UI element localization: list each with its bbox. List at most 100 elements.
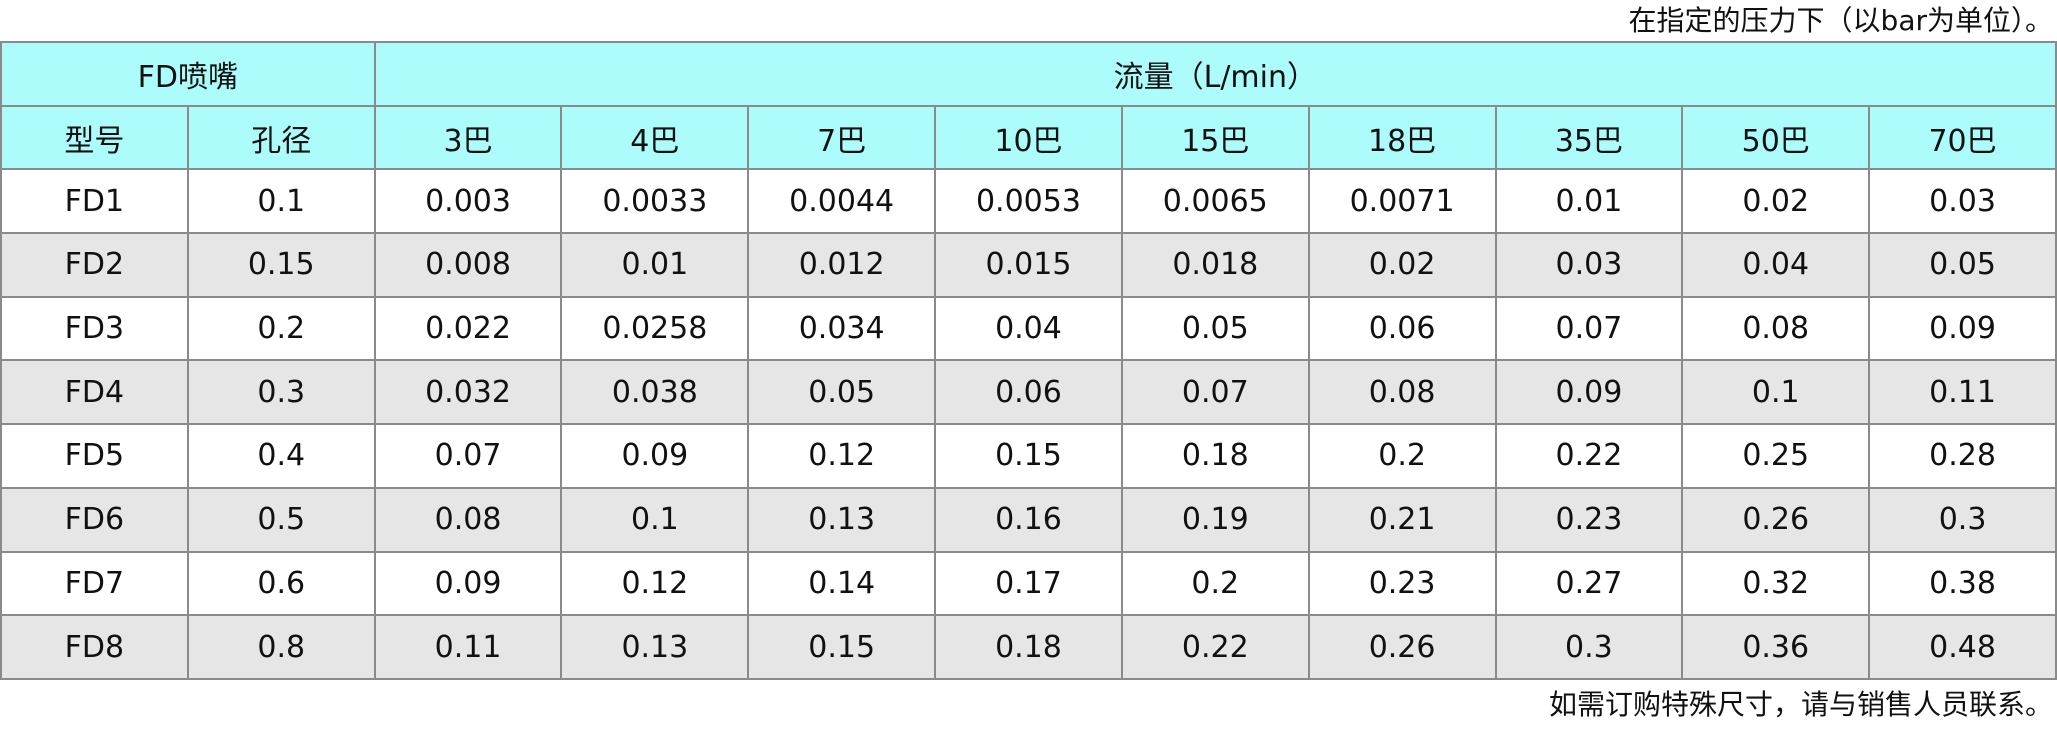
header-row: 型号 孔径 3巴 4巴 7巴 10巴 15巴 18巴 35巴 50巴 70巴	[0, 104, 2057, 171]
data-cell: FD2	[0, 232, 189, 298]
data-cell: 0.04	[1681, 232, 1871, 298]
data-cell: FD1	[0, 168, 189, 235]
data-cell: 0.03	[1494, 232, 1684, 298]
data-row: FD2 0.15 0.008 0.01 0.012 0.015 0.018 0.02 0.03 0…	[0, 232, 2057, 298]
data-cell: 0.0071	[1307, 168, 1497, 235]
data-cell: 0.09	[560, 423, 750, 489]
data-row: FD1 0.1 0.003 0.0033 0.0044 0.0053 0.0065 0.007…	[0, 168, 2057, 235]
data-cell: 0.2	[1120, 550, 1310, 617]
data-row: FD6 0.5 0.08 0.1 0.13 0.16 0.19 0.21 0.23 0.26 0.3	[0, 486, 2057, 553]
data-cell: 0.003	[373, 168, 563, 235]
note-top: 在指定的压力下（以bar为单位）。	[1628, 4, 2053, 37]
data-cell: 0.012	[747, 232, 937, 298]
header-cell: 孔径	[186, 104, 376, 171]
header-cell: 35巴	[1494, 104, 1684, 171]
header-cell: 50巴	[1681, 104, 1871, 171]
header-cell: 7巴	[747, 104, 937, 171]
data-cell: 0.06	[934, 359, 1123, 426]
data-cell: 0.09	[1494, 359, 1684, 426]
data-cell: 0.8	[186, 614, 376, 680]
data-cell: 0.3	[1868, 486, 2057, 553]
data-cell: 0.034	[747, 295, 937, 362]
data-cell: 0.08	[373, 486, 563, 553]
data-cell: 0.23	[1307, 550, 1497, 617]
data-cell: FD5	[0, 423, 189, 489]
data-cell: 0.27	[1494, 550, 1684, 617]
data-row: FD8 0.8 0.11 0.13 0.15 0.18 0.22 0.26 0.3 0.36 0.4…	[0, 614, 2057, 680]
data-cell: 0.15	[934, 423, 1123, 489]
data-cell: 0.05	[1868, 232, 2057, 298]
data-cell: 0.18	[1120, 423, 1310, 489]
data-cell: 0.2	[1307, 423, 1497, 489]
data-cell: FD3	[0, 295, 189, 362]
header-cell: 18巴	[1307, 104, 1497, 171]
data-cell: 0.26	[1307, 614, 1497, 680]
data-cell: 0.08	[1307, 359, 1497, 426]
header-cell: 型号	[0, 104, 189, 171]
data-cell: 0.08	[1681, 295, 1871, 362]
data-row: FD5 0.4 0.07 0.09 0.12 0.15 0.18 0.2 0.22 0.25 0.2…	[0, 423, 2057, 489]
data-cell: 0.2	[186, 295, 376, 362]
data-cell: 0.21	[1307, 486, 1497, 553]
data-cell: 0.26	[1681, 486, 1871, 553]
data-cell: 0.038	[560, 359, 750, 426]
data-cell: FD6	[0, 486, 189, 553]
data-cell: 0.38	[1868, 550, 2057, 617]
data-cell: 0.3	[186, 359, 376, 426]
data-cell: FD7	[0, 550, 189, 617]
data-cell: 0.19	[1120, 486, 1310, 553]
data-cell: 0.32	[1681, 550, 1871, 617]
data-cell: 0.4	[186, 423, 376, 489]
header-cell: 70巴	[1868, 104, 2057, 171]
data-row: FD7 0.6 0.09 0.12 0.14 0.17 0.2 0.23 0.27 0.32 0.3…	[0, 550, 2057, 617]
data-cell: 0.02	[1307, 232, 1497, 298]
data-cell: FD8	[0, 614, 189, 680]
data-cell: 0.0053	[934, 168, 1123, 235]
data-cell: 0.25	[1681, 423, 1871, 489]
header-cell: 15巴	[1120, 104, 1310, 171]
data-cell: 0.22	[1120, 614, 1310, 680]
data-cell: 0.15	[186, 232, 376, 298]
data-cell: 0.0258	[560, 295, 750, 362]
data-cell: 0.1	[186, 168, 376, 235]
data-cell: 0.18	[934, 614, 1123, 680]
data-cell: 0.5	[186, 486, 376, 553]
data-cell: 0.09	[1868, 295, 2057, 362]
data-cell: 0.008	[373, 232, 563, 298]
data-cell: 0.0065	[1120, 168, 1310, 235]
data-cell: 0.15	[747, 614, 937, 680]
data-cell: 0.16	[934, 486, 1123, 553]
data-row: FD4 0.3 0.032 0.038 0.05 0.06 0.07 0.08 0.09 0.1 0…	[0, 359, 2057, 426]
data-cell: 0.22	[1494, 423, 1684, 489]
header-cell: 4巴	[560, 104, 750, 171]
data-cell: 0.13	[560, 614, 750, 680]
data-cell: 0.03	[1868, 168, 2057, 235]
data-cell: 0.48	[1868, 614, 2057, 680]
data-cell: 0.11	[373, 614, 563, 680]
data-cell: 0.018	[1120, 232, 1310, 298]
data-cell: 0.05	[1120, 295, 1310, 362]
data-cell: 0.17	[934, 550, 1123, 617]
data-cell: 0.36	[1681, 614, 1871, 680]
data-cell: 0.015	[934, 232, 1123, 298]
data-cell: 0.13	[747, 486, 937, 553]
note-bottom: 如需订购特殊尺寸，请与销售人员联系。	[1548, 687, 2053, 721]
data-cell: 0.07	[373, 423, 563, 489]
data-cell: 0.09	[373, 550, 563, 617]
data-cell: 0.3	[1494, 614, 1684, 680]
data-cell: 0.12	[747, 423, 937, 489]
data-cell: 0.04	[934, 295, 1123, 362]
data-cell: 0.07	[1494, 295, 1684, 362]
data-cell: 0.1	[1681, 359, 1871, 426]
header-cell: 10巴	[934, 104, 1123, 171]
header-cell: 3巴	[373, 104, 563, 171]
data-cell: 0.6	[186, 550, 376, 617]
data-cell: 0.1	[560, 486, 750, 553]
data-cell: 0.23	[1494, 486, 1684, 553]
data-cell: 0.14	[747, 550, 937, 617]
flow-table: FD喷嘴 流量（L/min） 型号 孔径 3巴 4巴 7巴 10巴 15巴 18巴 35巴 50巴 70…	[0, 41, 2057, 680]
group-header: 流量（L/min）	[373, 41, 2057, 107]
data-cell: 0.28	[1868, 423, 2057, 489]
data-cell: 0.032	[373, 359, 563, 426]
